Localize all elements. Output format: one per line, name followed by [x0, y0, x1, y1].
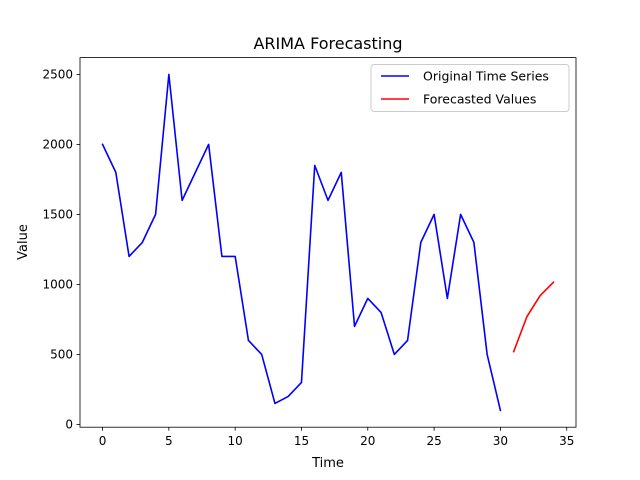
series-line-2 [512, 281, 555, 353]
legend: Original Time Series Forecasted Values [370, 64, 570, 112]
x-axis-label: Time [311, 456, 344, 471]
y-axis-label: Value [16, 224, 31, 260]
x-tick-label: 25 [426, 434, 441, 448]
series-line-1 [101, 73, 502, 412]
axes-frame [79, 57, 577, 428]
chart-title: ARIMA Forecasting [253, 34, 402, 53]
legend-label-2: Forecasted Values [423, 92, 536, 107]
x-tick-label: 20 [360, 434, 375, 448]
x-tick-label: 10 [228, 434, 243, 448]
x-tick-label: 30 [493, 434, 508, 448]
legend-box [370, 64, 570, 112]
y-tick-label: 0 [65, 418, 73, 432]
y-tick-label: 1500 [42, 208, 73, 222]
y-tick-label: 2000 [42, 138, 73, 152]
y-tick-label: 2500 [42, 68, 73, 82]
y-tick-label: 500 [50, 348, 73, 362]
x-tick-label: 5 [165, 434, 173, 448]
x-tick-label: 35 [559, 434, 574, 448]
x-tick-label: 0 [99, 434, 107, 448]
y-tick-label: 1000 [42, 278, 73, 292]
axes-layer: 0 5 10 15 20 25 30 35 0 500 1000 1500 2000 2500 [42, 57, 577, 448]
series-layer [101, 73, 555, 412]
legend-label-1: Original Time Series [423, 69, 549, 84]
plot-area [80, 57, 576, 428]
x-tick-label: 15 [294, 434, 309, 448]
